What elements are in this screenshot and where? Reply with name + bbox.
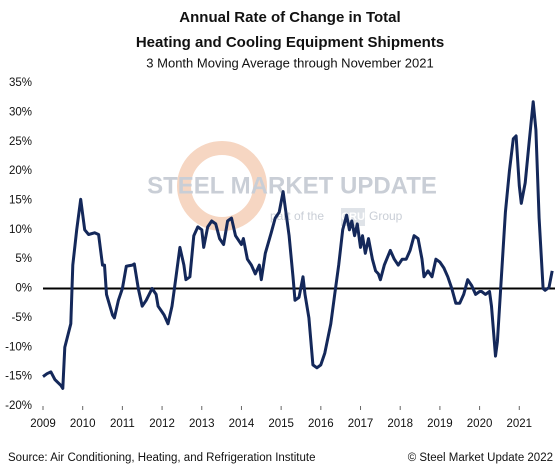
chart-subtitle: 3 Month Moving Average through November … [146, 55, 433, 70]
x-tick-label: 2016 [308, 418, 334, 430]
copyright: © Steel Market Update 2022 [408, 452, 553, 464]
watermark-tagline: Group [369, 209, 403, 223]
y-tick-label: 20% [9, 165, 32, 177]
watermark-logo [177, 141, 267, 231]
x-tick-label: 2017 [348, 418, 374, 430]
x-tick-label: 2021 [506, 418, 532, 430]
y-tick-label: 5% [15, 253, 32, 265]
y-tick-label: -10% [5, 341, 32, 353]
x-tick-label: 2013 [189, 418, 215, 430]
chart-title: Heating and Cooling Equipment Shipments [136, 34, 444, 51]
y-tick-label: 10% [9, 224, 32, 236]
x-tick-label: 2014 [229, 418, 255, 430]
x-tick-label: 2010 [70, 418, 96, 430]
y-tick-label: -15% [5, 371, 32, 383]
y-tick-label: 15% [9, 194, 32, 206]
x-tick-label: 2011 [110, 418, 135, 430]
y-tick-label: -5% [12, 312, 32, 324]
x-tick-label: 2009 [30, 418, 56, 430]
x-tick-label: 2019 [427, 418, 453, 430]
y-tick-label: -20% [5, 400, 32, 412]
y-tick-label: 35% [9, 77, 32, 89]
x-tick-label: 2018 [387, 418, 413, 430]
watermark-name: STEEL MARKET UPDATE [147, 172, 437, 199]
y-tick-label: 30% [9, 106, 32, 118]
watermark-tagline: part of the [270, 209, 324, 223]
x-tick-label: 2020 [467, 418, 493, 430]
x-tick-label: 2012 [149, 418, 175, 430]
y-tick-label: 25% [9, 136, 32, 148]
x-tick-label: 2015 [268, 418, 294, 430]
chart-title: Annual Rate of Change in Total [179, 9, 400, 26]
source: Source: Air Conditioning, Heating, and R… [8, 452, 316, 464]
data-line [42, 100, 554, 390]
y-tick-label: 0% [15, 283, 32, 295]
